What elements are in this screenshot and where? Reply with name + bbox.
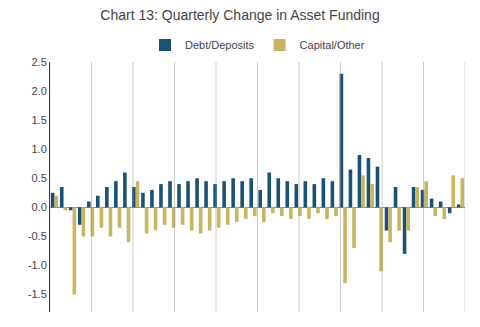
svg-text:Capital/Other: Capital/Other [300, 39, 365, 51]
svg-text:1.0: 1.0 [32, 143, 47, 155]
svg-text:2.5: 2.5 [32, 56, 47, 68]
svg-text:0.5: 0.5 [32, 172, 47, 184]
svg-text:2.0: 2.0 [32, 85, 47, 97]
svg-text:1.5: 1.5 [32, 114, 47, 126]
svg-text:-1.5: -1.5 [28, 288, 47, 300]
svg-text:Chart 13: Quarterly Change in: Chart 13: Quarterly Change in Asset Fund… [100, 7, 379, 23]
svg-text:-0.5: -0.5 [28, 230, 47, 242]
svg-text:-1.0: -1.0 [28, 259, 47, 271]
svg-text:0.0: 0.0 [32, 201, 47, 213]
svg-text:Debt/Deposits: Debt/Deposits [185, 39, 255, 51]
